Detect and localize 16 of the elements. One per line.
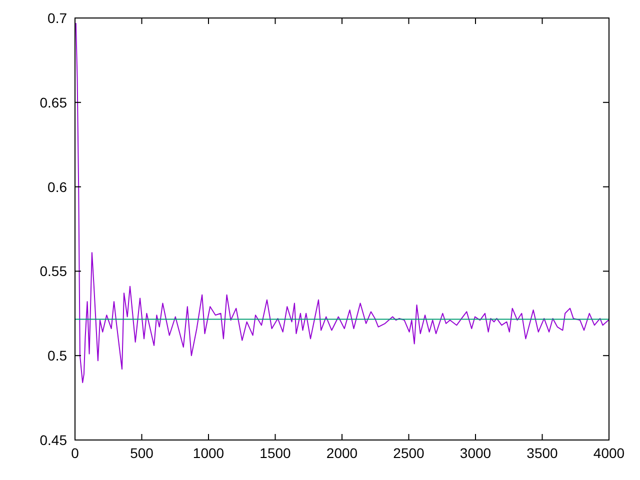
line-series <box>75 22 609 384</box>
y-tick-label: 0.45 <box>40 432 68 448</box>
x-tick-label: 3500 <box>526 445 558 461</box>
x-tick-label: 2000 <box>326 445 358 461</box>
x-tick-label: 1500 <box>260 445 292 461</box>
x-tick-label: 1000 <box>192 445 224 461</box>
x-tick-label: 500 <box>130 445 154 461</box>
x-tick-label: 2500 <box>393 445 425 461</box>
y-tick-label: 0.6 <box>48 178 68 195</box>
x-tick-label: 0 <box>71 445 80 461</box>
y-tick-label: 0.65 <box>40 94 68 110</box>
x-tick-label: 3000 <box>460 445 492 461</box>
y-tick-label: 0.55 <box>40 263 68 280</box>
y-tick-label: 0.5 <box>48 348 68 364</box>
x-tick-label: 4000 <box>593 445 625 461</box>
y-tick-label: 0.7 <box>48 10 68 26</box>
